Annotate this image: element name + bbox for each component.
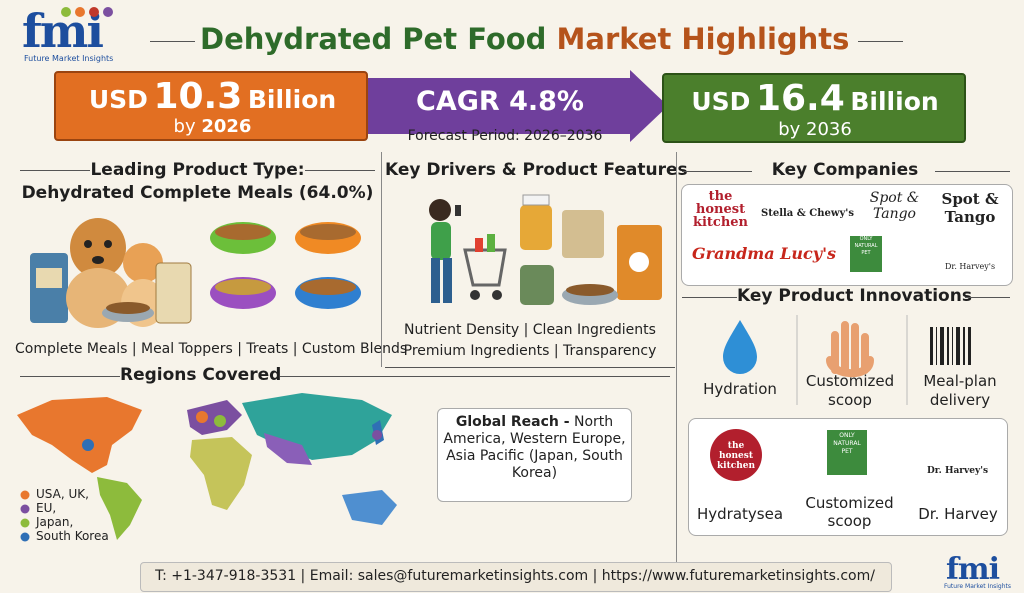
brand-label: Customized scoop [805,494,894,530]
future-unit: Billion [850,87,939,116]
future-currency: USD [691,87,751,116]
rule [385,367,675,368]
logo-text: fmi [946,552,1000,587]
title-rule-left [150,41,195,42]
rule [20,170,90,171]
brand-label: Dr. Harvey [918,505,998,523]
brand-label: Hydratysea [696,505,784,523]
divider [381,152,382,367]
company-logo: Spot & Tango [941,190,999,226]
global-reach-box [437,408,632,502]
rule [935,171,1010,172]
rule [20,376,120,377]
rule [965,297,1010,298]
future-size: USD 16.4 Billion [665,78,965,119]
legend-entry: Japan, [36,515,74,529]
company-logo: ONLY NATURAL PET [850,236,882,272]
current-currency: USD [88,85,148,114]
drivers-illustration [429,194,662,305]
title-rule-right [858,41,903,42]
legend-entry: EU, [36,501,57,515]
company-logo: Stella & Chewy's [761,208,854,219]
global-reach: Global Reach - North America, Western Eu… [442,414,627,482]
current-by: by [173,116,196,137]
section-heading: Regions Covered [120,365,282,385]
logo-tagline: Future Market Insights [24,54,114,63]
section-heading: Leading Product Type: [90,160,305,180]
driver-line: Premium Ingredients | Transparency [403,343,657,359]
title: Dehydrated Pet Food Market Highlights [200,22,849,56]
product-types: Complete Meals | Meal Toppers | Treats |… [15,341,408,357]
footer-bar [140,562,892,592]
current-size: USD 10.3 Billion [60,76,365,117]
legend-entry: South Korea [36,529,109,543]
future-value: 16.4 [755,78,845,119]
brand-logo: the honest kitchen [716,441,756,471]
global-reach-label: Global Reach - [455,414,570,430]
rule [305,170,375,171]
current-year: 2026 [201,116,252,137]
title-accent: Market Highlights [556,22,850,56]
legend-entry: USA, UK, [36,487,89,501]
bowls [210,222,361,309]
title-main: Dehydrated Pet Food [200,22,547,56]
brand-badges [710,429,867,481]
company-logo: the honest kitchen [692,189,749,230]
forecast-period: Forecast Period: 2026–2036 [407,128,603,144]
world-map [17,393,397,540]
driver-line: Nutrient Density | Clean Ingredients [404,322,656,338]
current-year-line: by 2026 [60,116,365,137]
section-heading: Key Drivers & Product Features [385,160,688,180]
logo-tagline: Future Market Insights [944,583,1012,590]
innovation-label: Meal-plan delivery [923,372,997,409]
product-illustration [30,218,361,328]
innovation-label: Customized scoop [805,372,895,409]
current-unit: Billion [247,85,337,114]
section-subheading: Dehydrated Complete Meals (64.0%) [21,183,374,203]
rule [280,376,670,377]
logo-dots [61,7,113,17]
footer-contact: T: +1-347-918-3531 | Email: sales@future… [155,568,875,584]
innovation-icons [723,315,971,405]
cagr: CAGR 4.8% [416,86,584,117]
companies-box [681,184,1013,286]
divider [676,152,677,587]
company-logo: Grandma Lucy's [692,244,836,263]
legend-swatches [20,490,30,542]
section-heading: Key Product Innovations [737,286,972,306]
company-logo: Spot & Tango [869,190,920,222]
innovation-label: Hydration [703,380,777,398]
region-legend: USA, UK, EU, Japan, South Korea [36,487,109,543]
rule [682,171,752,172]
section-heading: Key Companies [771,160,919,180]
rule [682,297,737,298]
banner-shapes [54,70,966,143]
brand-logo: ONLY NATURAL PET [833,432,861,455]
future-year-line: by 2036 [778,119,852,140]
company-logo: Dr. Harvey's [944,262,996,271]
brand-logo: Dr. Harvey's [926,466,989,476]
current-value: 10.3 [153,76,243,117]
global-reach-text: North America, Western Europe, Asia Paci… [443,414,626,481]
